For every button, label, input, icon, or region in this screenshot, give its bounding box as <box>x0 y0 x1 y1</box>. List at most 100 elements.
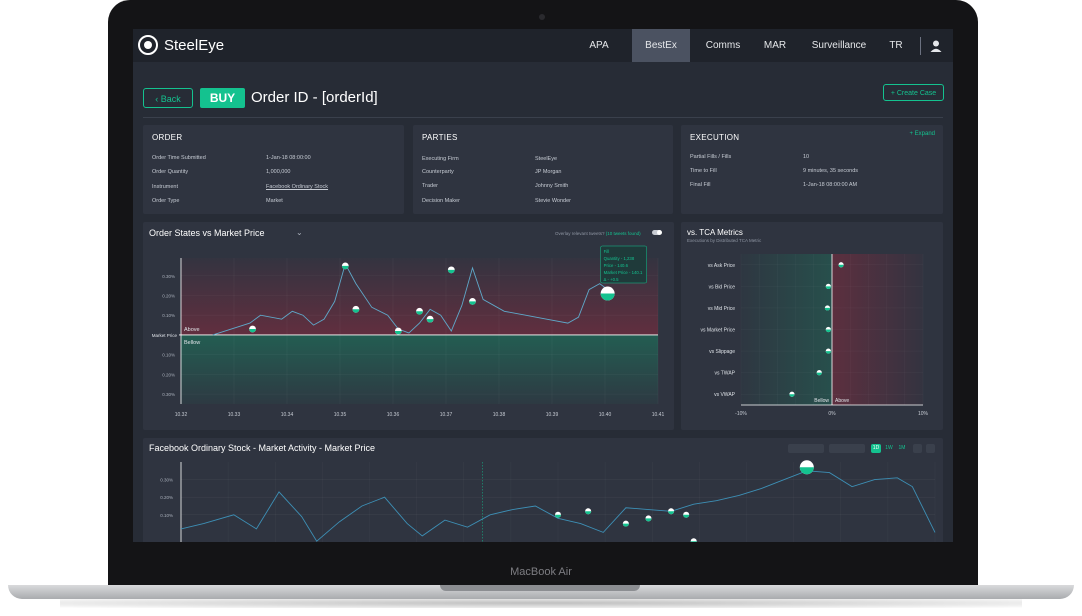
order-label: Order Quantity <box>152 169 189 175</box>
model-label: MacBook Air <box>510 566 572 578</box>
fill-marker[interactable] <box>622 520 629 527</box>
fill-marker[interactable] <box>600 286 615 301</box>
back-label: Back <box>160 94 181 104</box>
fill-marker[interactable] <box>416 307 423 315</box>
above-label: Above <box>835 398 849 404</box>
tca-panel: vs. TCA Metrics Executions by Distribute… <box>681 222 943 430</box>
create-case-button[interactable]: + Create Case <box>883 84 944 101</box>
y-tick-label: 0.10% <box>162 353 175 358</box>
execution-panel-title: EXECUTION <box>690 133 740 142</box>
x-tick-label: -10% <box>735 411 747 417</box>
zoom-in-button[interactable] <box>926 444 935 453</box>
fill-marker[interactable] <box>668 508 675 515</box>
header-divider <box>143 117 943 118</box>
order-states-chart: 10.32 10.33 10.34 10.35 10.36 10.37 10.38 10.39… <box>152 245 665 418</box>
order-value: 1-Jan-18 08:00:00 <box>266 155 311 161</box>
nav-item-apa[interactable]: APA <box>589 40 609 51</box>
fill-marker[interactable] <box>585 508 592 515</box>
instrument-link[interactable]: Facebook Ordinary Stock <box>266 184 329 190</box>
x-tick-label: 10.38 <box>493 412 506 418</box>
fill-marker[interactable] <box>426 315 434 323</box>
zoom-out-button[interactable] <box>913 444 922 453</box>
tooltip-line: Fill <box>604 249 610 254</box>
nav-divider <box>920 37 921 55</box>
tooltip-line: Market Price - 140.1 <box>604 270 643 275</box>
tweets-link[interactable]: (10 tweets found) <box>605 231 641 236</box>
tca-marker[interactable] <box>825 283 831 289</box>
tca-title: vs. TCA Metrics <box>687 228 743 237</box>
y-tick-label: 0.20% <box>162 372 175 377</box>
steeleye-logo-icon <box>138 35 158 55</box>
fill-marker[interactable] <box>352 305 360 313</box>
nav-item-surveillance[interactable]: Surveillance <box>811 40 867 51</box>
below-label: Bellow <box>814 398 829 404</box>
calendar-input[interactable] <box>829 444 865 453</box>
fill-marker[interactable] <box>645 515 652 522</box>
nav-item-tr[interactable]: TR <box>889 40 903 51</box>
chevron-down-icon[interactable]: ⌄ <box>296 228 303 237</box>
below-label: Bellow <box>184 340 200 346</box>
fill-marker[interactable] <box>249 325 256 333</box>
camera-icon <box>539 14 545 20</box>
back-button[interactable]: ‹ Back <box>143 88 193 108</box>
fill-marker[interactable] <box>447 266 455 274</box>
market-activity-chart: 0.30% 0.20% 0.10% <box>160 460 936 542</box>
execution-value: 1-Jan-18 08:00:00 AM <box>803 182 858 188</box>
logo[interactable]: SteelEye <box>138 35 224 55</box>
x-tick-label: 10.34 <box>281 412 294 418</box>
tca-category-label: vs Ask Price <box>708 263 735 269</box>
order-value: 1,000,000 <box>266 169 291 175</box>
calendar-input[interactable] <box>788 444 824 453</box>
parties-label: Counterparty <box>422 169 454 175</box>
parties-label: Executing Firm <box>422 156 459 162</box>
y-tick-label: 0.30% <box>162 274 175 279</box>
nav-item-bestex[interactable]: BestEx <box>632 29 690 62</box>
tca-marker[interactable] <box>838 262 844 268</box>
tooltip-line: Price - 140.6 <box>604 263 629 268</box>
top-nav: SteelEye APA BestEx Comms MAR Surveillan… <box>133 29 953 62</box>
market-activity-title: Facebook Ordinary Stock - Market Activit… <box>149 443 376 453</box>
laptop-shadow <box>60 598 1022 608</box>
fill-marker[interactable] <box>690 538 697 542</box>
market-price-series <box>212 262 611 336</box>
y-tick-label: 0.20% <box>160 495 173 500</box>
fill-marker[interactable] <box>469 298 476 305</box>
tca-marker[interactable] <box>789 391 795 397</box>
overlay-label: Overlay relevant tweets? <box>555 231 605 236</box>
y-tick-label: 0.10% <box>162 313 175 318</box>
tca-marker[interactable] <box>825 326 831 333</box>
order-value: Market <box>266 198 283 204</box>
fill-marker[interactable] <box>341 262 349 270</box>
x-tick-label: 10.36 <box>387 412 400 418</box>
parties-value: JP Morgan <box>535 169 562 175</box>
x-tick-label: 10.35 <box>334 412 347 418</box>
execution-label: Time to Fill <box>690 168 717 174</box>
order-label: Order Time Submitted <box>152 155 206 161</box>
fill-marker[interactable] <box>799 460 814 475</box>
x-tick-label: 10.41 <box>652 412 665 418</box>
tca-chart: vs Ask Price vs Bid Price vs Mid Price vs M… <box>701 254 929 417</box>
x-tick-label: 10% <box>918 411 929 417</box>
tca-category-label: vs VWAP <box>714 392 736 398</box>
overlay-toggle[interactable] <box>652 230 662 235</box>
nav-item-comms[interactable]: Comms <box>705 40 741 51</box>
range-button-1m[interactable]: 1M <box>898 445 906 451</box>
fill-marker[interactable] <box>683 511 690 518</box>
overlay-toggle-label: Overlay relevant tweets? (10 tweets foun… <box>555 231 641 236</box>
tca-marker[interactable] <box>816 370 822 376</box>
above-zone <box>181 258 658 335</box>
execution-value: 9 minutes, 35 seconds <box>803 168 859 174</box>
fill-marker[interactable] <box>394 327 402 335</box>
nav-item-mar[interactable]: MAR <box>763 40 787 51</box>
order-panel-title: ORDER <box>152 133 183 142</box>
laptop-bezel <box>108 542 978 586</box>
expand-button[interactable]: + Expand <box>909 131 935 137</box>
fill-marker[interactable] <box>555 511 561 518</box>
tca-marker[interactable] <box>824 305 831 311</box>
range-button-1w[interactable]: 1W <box>885 445 893 451</box>
user-icon[interactable] <box>929 39 943 53</box>
range-button-1d[interactable]: 1D <box>871 444 881 453</box>
parties-label: Trader <box>422 183 438 189</box>
tca-marker[interactable] <box>825 348 831 354</box>
x-tick-label: 0% <box>828 411 836 417</box>
